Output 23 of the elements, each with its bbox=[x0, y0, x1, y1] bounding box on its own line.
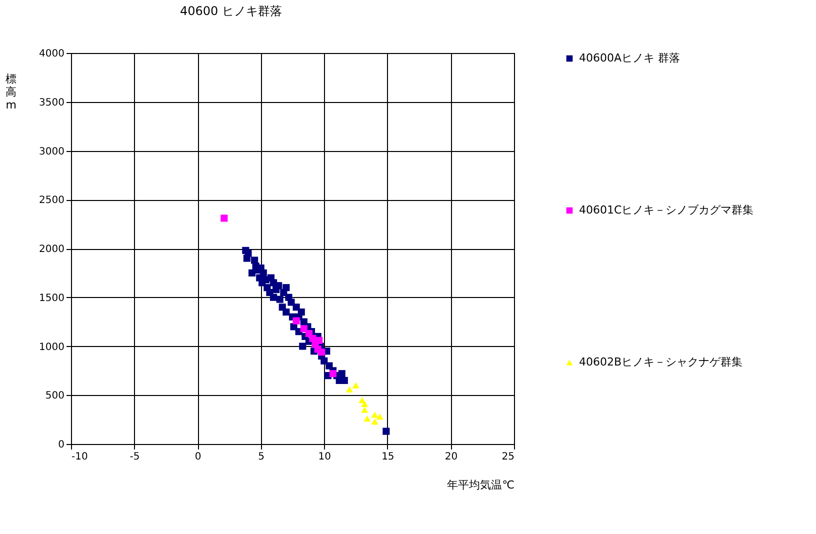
legend-label: 40602Bヒノキ－シャクナゲ群集 bbox=[579, 356, 743, 368]
x-tick-label: 15 bbox=[382, 452, 394, 462]
chart-title: 40600 ヒノキ群落 bbox=[180, 4, 282, 18]
x-tick-label: 20 bbox=[444, 452, 458, 462]
x-tick-label: 5 bbox=[258, 452, 265, 462]
x-tick-label: -5 bbox=[130, 452, 140, 462]
y-tick-label: 500 bbox=[45, 390, 64, 402]
y-tick-label: 2000 bbox=[39, 244, 64, 255]
legend-label: 40601Cヒノキ－シノブカグマ群集 bbox=[579, 204, 754, 216]
x-axis-title: 年平均気温℃ bbox=[447, 478, 514, 492]
y-axis-title: 標高m bbox=[6, 72, 16, 112]
x-tick-label: 25 bbox=[502, 452, 514, 462]
y-tick-label: 3500 bbox=[39, 97, 64, 108]
y-tick-label: 0 bbox=[58, 440, 64, 450]
x-tick-label: 10 bbox=[318, 452, 332, 462]
x-tick-label: 0 bbox=[194, 452, 202, 462]
y-tick-label: 1000 bbox=[39, 342, 64, 353]
y-tick-label: 4000 bbox=[39, 48, 64, 60]
y-tick-label: 2500 bbox=[39, 195, 64, 206]
legend-label: 40600Aヒノキ 群落 bbox=[579, 52, 680, 64]
y-tick-label: 1500 bbox=[39, 292, 64, 304]
y-tick-label: 3000 bbox=[39, 146, 64, 158]
x-tick-label: -10 bbox=[72, 452, 88, 462]
